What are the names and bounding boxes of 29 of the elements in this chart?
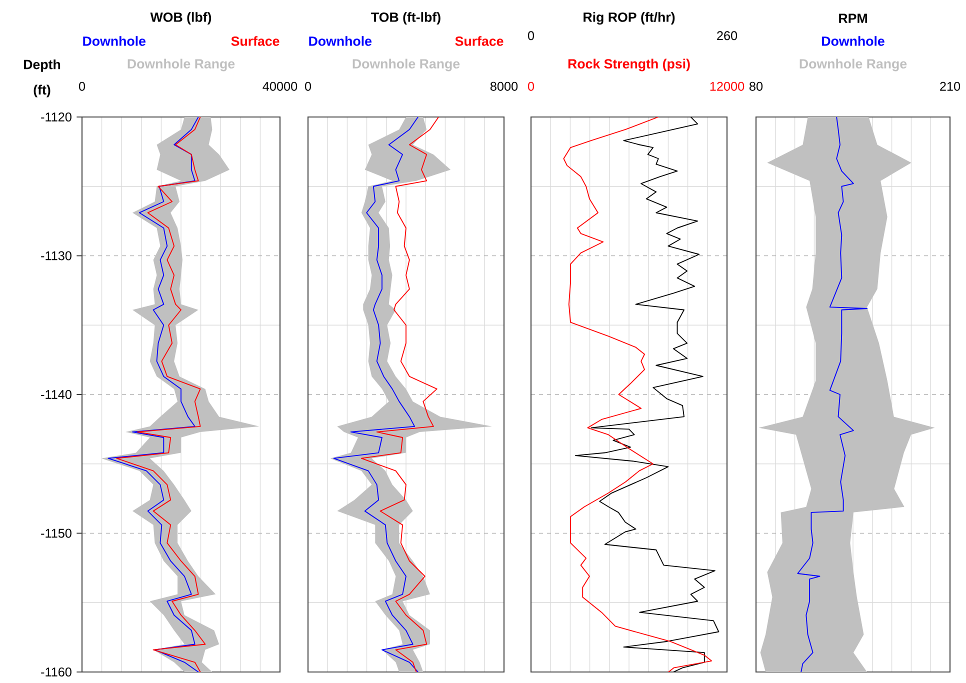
- x-axis-title: TOB (ft-lbf): [371, 12, 440, 25]
- text: Downhole Range: [800, 58, 907, 72]
- x-tick-label: 210: [940, 82, 960, 91]
- text: Surface: [231, 36, 280, 46]
- x-tick-label: 260: [717, 31, 738, 40]
- text: Downhole: [309, 36, 372, 46]
- y-tick-label: -1120: [41, 112, 72, 122]
- x-axis-title: RPM: [839, 14, 867, 23]
- y-axis-title: Depth (ft): [24, 59, 60, 98]
- x-tick-label: 0: [304, 82, 312, 91]
- text: Surface: [455, 36, 504, 46]
- text: Downhole: [83, 36, 146, 46]
- x2-tick-label: 12000: [710, 82, 744, 91]
- x-axis-title: WOB (lbf): [150, 12, 212, 25]
- x-tick-label: 8000: [490, 82, 518, 91]
- y-tick-label: -1150: [41, 528, 72, 538]
- text: Downhole Range: [352, 58, 460, 72]
- x-tick-label: 40000: [262, 82, 298, 91]
- text: Downhole Range: [128, 58, 235, 72]
- text: Downhole: [822, 36, 884, 46]
- line-series: [108, 117, 199, 672]
- x-tick-label: 80: [750, 82, 763, 91]
- y-tick-label: -1160: [41, 668, 72, 676]
- x-tick-label: 0: [78, 82, 86, 91]
- y-tick-label: -1130: [41, 251, 72, 260]
- line-series: [116, 117, 206, 672]
- x-axis-title: Rig ROP (ft/hr): [584, 12, 675, 25]
- y-tick-label: -1140: [41, 390, 72, 399]
- x2-axis-title: Rock Strength (psi): [568, 58, 690, 72]
